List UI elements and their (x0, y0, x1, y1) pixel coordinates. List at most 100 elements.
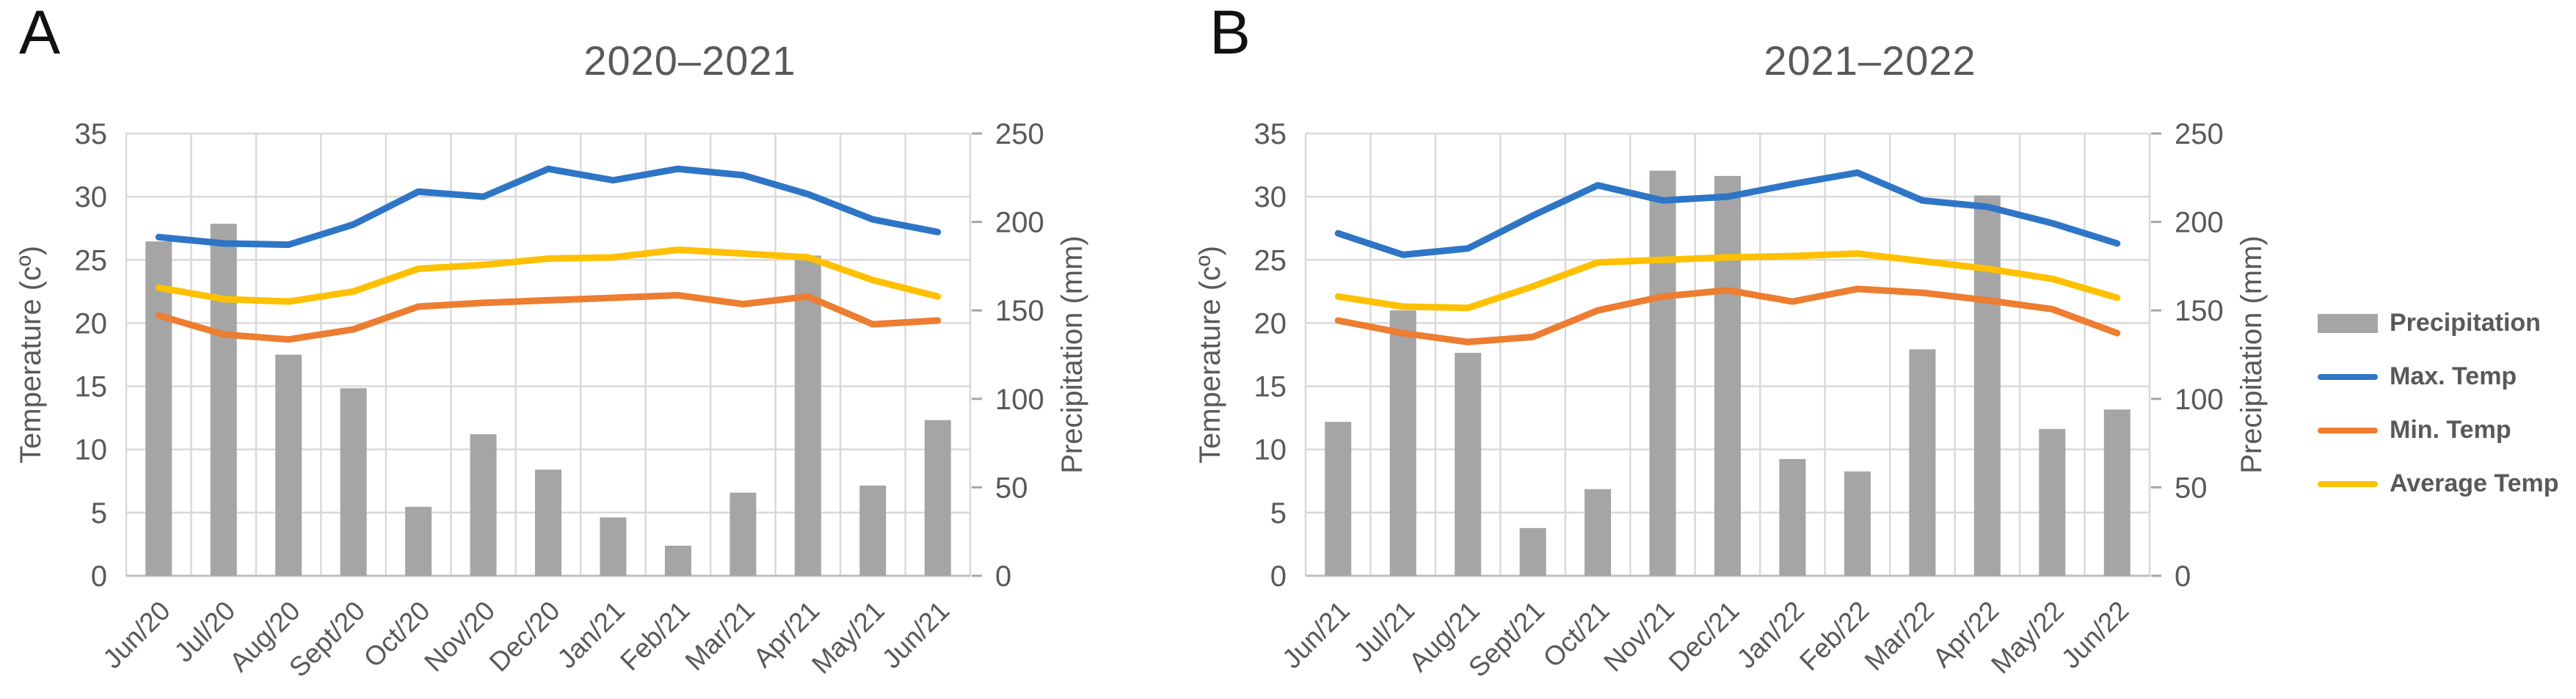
x-axis-month-label: Jun/21 (876, 596, 956, 675)
right-axis-tick-label: 250 (995, 118, 1044, 150)
precipitation-bar (1584, 488, 1612, 576)
right-axis-tick-label: 100 (995, 384, 1044, 416)
left-axis-title: Temperature (cº) (15, 246, 47, 464)
precipitation-bar (1389, 310, 1416, 576)
max-temp-line (1334, 169, 2121, 258)
precipitation-bar (210, 224, 237, 576)
legend-item-max-temp: Max. Temp (2318, 350, 2559, 403)
precipitation-bar (1325, 422, 1352, 576)
left-axis-tick-label: 35 (1254, 118, 1287, 150)
legend-label: Min. Temp (2390, 416, 2511, 444)
max-temp-line (155, 165, 942, 249)
left-axis-tick-label: 10 (75, 434, 108, 466)
precipitation-bar (1714, 175, 1741, 576)
chart-b: 05101520253035050100150200250Jun/21Jul/2… (1194, 118, 2268, 683)
average-temp-line (1334, 250, 2121, 312)
right-axis-tick-label: 0 (995, 560, 1011, 593)
left-axis-tick-label: 20 (1254, 307, 1287, 340)
left-axis-tick-label: 0 (91, 560, 107, 593)
precipitation-bar (600, 517, 627, 576)
precipitation-bar (1519, 527, 1546, 576)
precipitation-bar (2103, 409, 2131, 576)
min-temp-swatch (2318, 427, 2378, 433)
right-axis-tick-label: 150 (995, 295, 1044, 327)
precipitation-bar (1779, 458, 1806, 576)
left-axis-tick-label: 30 (75, 181, 108, 213)
x-axis-month-label: Jan/22 (1731, 596, 1811, 675)
legend-label: Precipitation (2390, 309, 2541, 337)
precipitation-bar (275, 354, 302, 576)
precipitation-bar (1844, 471, 1871, 576)
right-axis-tick-label: 100 (2175, 384, 2224, 416)
right-axis-tick-label: 150 (2175, 295, 2224, 327)
x-axis-month-label: Feb/22 (1794, 596, 1874, 676)
precipitation-bar (470, 434, 497, 576)
left-axis-tick-label: 25 (1254, 244, 1287, 277)
x-axis-month-label: Jan/21 (552, 596, 631, 675)
chart-title-2020-2021: 2020–2021 (583, 37, 796, 84)
right-axis-title: Precipitation (mm) (2235, 235, 2268, 474)
precipitation-bar (405, 506, 432, 576)
x-axis-month-label: Feb/21 (614, 596, 695, 676)
left-axis-tick-label: 5 (1270, 497, 1287, 530)
x-axis-month-label: Mar/21 (680, 596, 760, 676)
x-axis-month-label: Mar/22 (1859, 596, 1940, 676)
x-axis-month-label: Jun/22 (2056, 596, 2135, 675)
precipitation-bar (2039, 428, 2066, 576)
x-axis-month-label: Dec/21 (1663, 596, 1745, 678)
precipitation-bar (664, 545, 691, 576)
left-axis-tick-label: 20 (75, 307, 108, 340)
right-axis-tick-label: 250 (2175, 118, 2224, 150)
right-axis-tick-label: 0 (2175, 560, 2191, 593)
max-temp-swatch (2318, 373, 2378, 380)
precipitation-bar (1649, 170, 1676, 577)
x-axis-month-label: Nov/20 (418, 596, 501, 678)
precipitation-bar (535, 469, 561, 576)
precipitation-bar (794, 255, 821, 576)
left-axis-tick-label: 35 (75, 118, 108, 150)
average-temp-line (155, 246, 942, 305)
precipitation-bar (1973, 195, 2001, 576)
left-axis-tick-label: 30 (1254, 181, 1287, 213)
left-axis-title: Temperature (cº) (1194, 246, 1226, 464)
precipitation-bar (145, 241, 172, 576)
chart-a: 05101520253035050100150200250Jun/20Jul/2… (15, 118, 1088, 683)
legend: Precipitation Max. Temp Min. Temp Averag… (2318, 296, 2559, 510)
x-axis-month-label: May/22 (1985, 596, 2070, 680)
precipitation-bar (340, 388, 367, 576)
right-axis-title: Precipitation (mm) (1056, 235, 1088, 474)
left-axis-tick-label: 0 (1270, 560, 1287, 593)
precipitation-bar (1455, 353, 1482, 576)
left-axis-tick-label: 15 (1254, 371, 1287, 403)
x-axis-month-label: Jun/20 (97, 596, 176, 675)
precipitation-bar (859, 485, 887, 576)
left-axis-tick-label: 10 (1254, 434, 1287, 466)
left-axis-tick-label: 25 (75, 244, 108, 277)
right-axis-tick-label: 50 (2175, 472, 2208, 504)
average-temp-swatch (2318, 480, 2378, 487)
precipitation-bar (924, 420, 951, 576)
right-axis-tick-label: 200 (2175, 207, 2224, 239)
legend-item-min-temp: Min. Temp (2318, 403, 2559, 457)
left-axis-tick-label: 5 (91, 497, 107, 530)
min-temp-line (1334, 285, 2121, 345)
legend-item-average-temp: Average Temp (2318, 457, 2559, 510)
left-axis-tick-label: 15 (75, 371, 108, 403)
precipitation-swatch (2318, 313, 2378, 333)
right-axis-tick-label: 200 (995, 207, 1044, 239)
legend-item-precipitation: Precipitation (2318, 296, 2559, 350)
x-axis-month-label: Jun/21 (1276, 596, 1356, 675)
legend-label: Max. Temp (2390, 362, 2517, 390)
precipitation-bar (1909, 349, 1936, 576)
legend-label: Average Temp (2390, 469, 2559, 497)
x-axis-month-label: May/21 (806, 596, 890, 680)
x-axis-month-label: Dec/20 (484, 596, 566, 678)
panel-label-b: B (1209, 0, 1251, 67)
x-axis-month-label: Nov/21 (1598, 596, 1680, 678)
min-temp-line (155, 292, 942, 343)
panel-label-a: A (19, 0, 61, 67)
chart-title-2021-2022: 2021–2022 (1764, 37, 1976, 84)
right-axis-tick-label: 50 (995, 472, 1028, 504)
precipitation-bar (729, 492, 757, 576)
